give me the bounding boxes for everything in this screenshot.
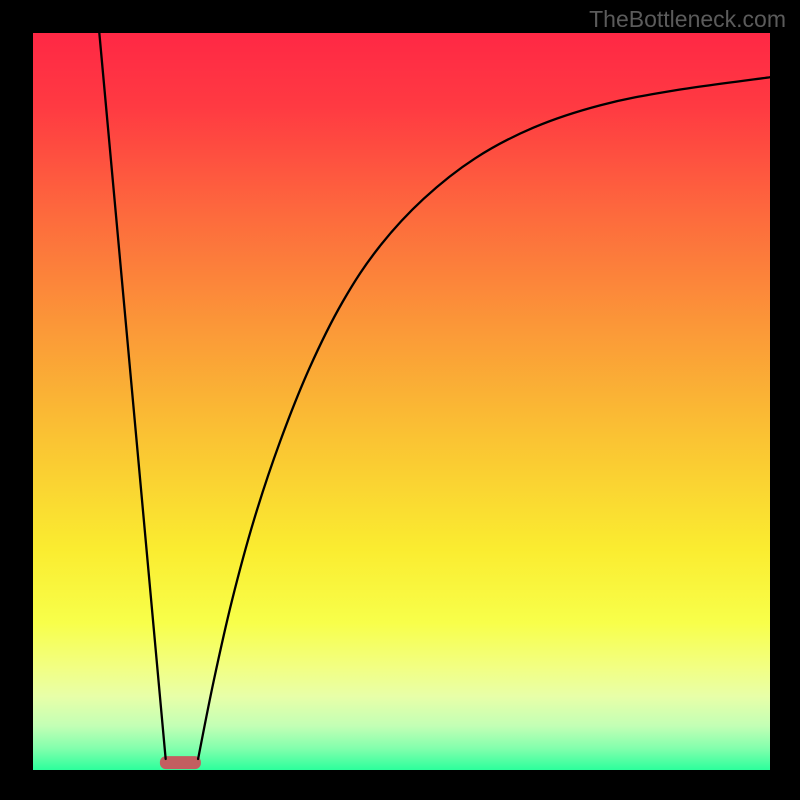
chart-container: TheBottleneck.com — [0, 0, 800, 800]
bottleneck-chart — [0, 0, 800, 800]
watermark-text: TheBottleneck.com — [589, 6, 786, 33]
gradient-background — [33, 33, 770, 770]
